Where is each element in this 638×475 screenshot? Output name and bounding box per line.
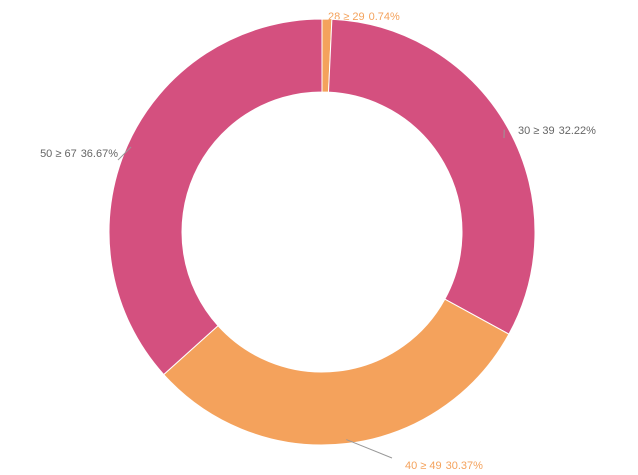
- slice-label: 30 ≥ 39 32.22%: [518, 125, 596, 137]
- slice-value: 36.67%: [81, 148, 119, 160]
- slice-category: 30 ≥ 39: [518, 125, 555, 137]
- slice-label: 50 ≥ 67 36.67%: [40, 148, 118, 160]
- slice-value: 30.37%: [446, 460, 484, 472]
- leader-line: [117, 146, 132, 161]
- slice-category: 40 ≥ 49: [405, 460, 442, 472]
- slice-category: 50 ≥ 67: [40, 148, 77, 160]
- slice-value: 0.74%: [369, 11, 400, 23]
- leader-line: [346, 439, 393, 459]
- slice-value: 32.22%: [559, 125, 597, 137]
- donut-segment: [327, 18, 536, 335]
- slice-label: 40 ≥ 49 30.37%: [405, 460, 483, 472]
- donut-segment: [163, 298, 510, 446]
- donut-segment: [108, 18, 323, 376]
